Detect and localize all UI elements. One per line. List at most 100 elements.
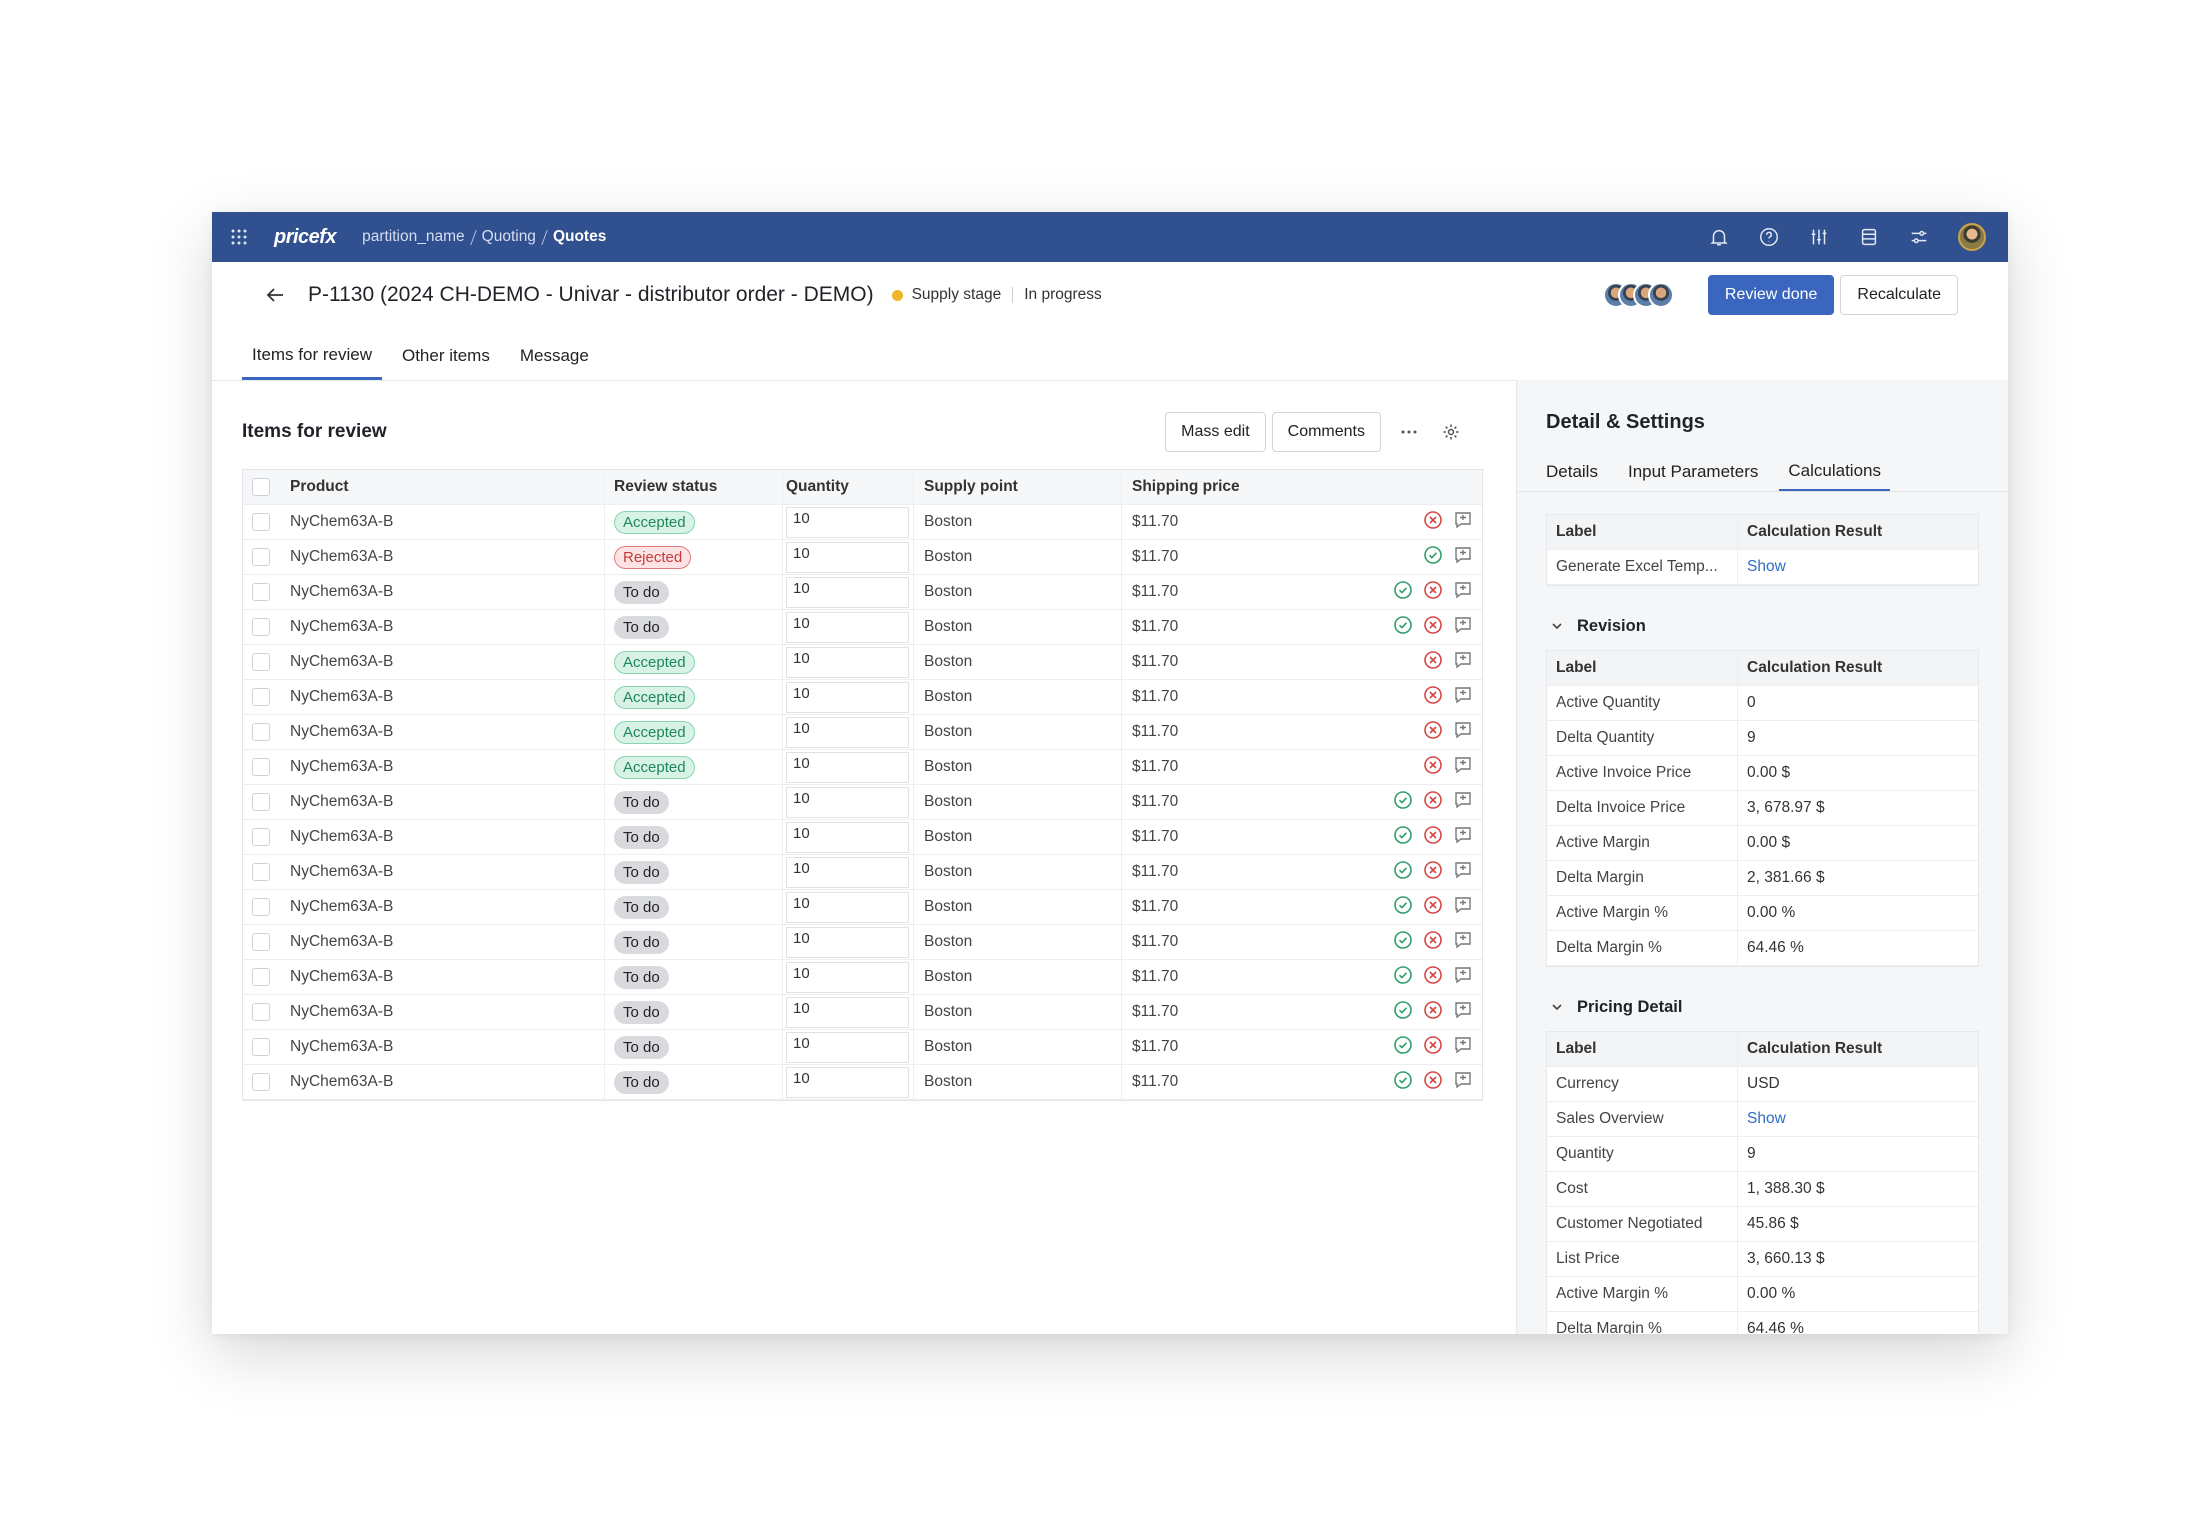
back-button[interactable] bbox=[264, 284, 286, 306]
comment-button[interactable] bbox=[1452, 754, 1474, 781]
section-header[interactable]: Revision bbox=[1546, 608, 1979, 644]
comment-button[interactable] bbox=[1452, 544, 1474, 571]
bell-icon[interactable] bbox=[1708, 226, 1730, 248]
quantity-input[interactable]: 10 bbox=[786, 751, 909, 783]
apps-icon[interactable] bbox=[231, 229, 247, 245]
reject-button[interactable] bbox=[1422, 789, 1444, 816]
comment-button[interactable] bbox=[1452, 824, 1474, 851]
breadcrumb-item[interactable]: partition_name bbox=[362, 228, 465, 245]
quantity-input[interactable]: 10 bbox=[786, 576, 909, 608]
checkbox[interactable] bbox=[252, 758, 270, 776]
checkbox[interactable] bbox=[252, 583, 270, 601]
mass-edit-button[interactable]: Mass edit bbox=[1165, 412, 1266, 452]
comment-button[interactable] bbox=[1452, 999, 1474, 1026]
section-header[interactable]: Pricing Detail bbox=[1546, 989, 1979, 1025]
quantity-input[interactable]: 10 bbox=[786, 821, 909, 853]
checkbox[interactable] bbox=[252, 688, 270, 706]
tab[interactable]: Other items bbox=[401, 346, 490, 365]
reject-button[interactable] bbox=[1422, 824, 1444, 851]
user-avatar[interactable] bbox=[1958, 223, 1986, 251]
comment-button[interactable] bbox=[1452, 964, 1474, 991]
quantity-input[interactable]: 10 bbox=[786, 541, 909, 573]
comment-button[interactable] bbox=[1452, 1034, 1474, 1061]
accept-button[interactable] bbox=[1392, 789, 1414, 816]
panel-tab[interactable]: Calculations bbox=[1779, 452, 1890, 492]
checkbox[interactable] bbox=[252, 933, 270, 951]
quantity-input[interactable]: 10 bbox=[786, 786, 909, 818]
reject-button[interactable] bbox=[1422, 894, 1444, 921]
help-icon[interactable] bbox=[1758, 226, 1780, 248]
comment-button[interactable] bbox=[1452, 719, 1474, 746]
reject-button[interactable] bbox=[1422, 579, 1444, 606]
breadcrumb-item[interactable]: Quotes bbox=[552, 228, 607, 245]
quantity-input[interactable]: 10 bbox=[786, 856, 909, 888]
quantity-input[interactable]: 10 bbox=[786, 1066, 909, 1098]
reject-button[interactable] bbox=[1422, 614, 1444, 641]
comment-button[interactable] bbox=[1452, 509, 1474, 536]
tab[interactable]: Items for review bbox=[242, 332, 382, 380]
quantity-input[interactable]: 10 bbox=[786, 716, 909, 748]
accept-button[interactable] bbox=[1392, 859, 1414, 886]
more-button[interactable] bbox=[1399, 422, 1419, 442]
checkbox[interactable] bbox=[252, 513, 270, 531]
checkbox[interactable] bbox=[252, 618, 270, 636]
reject-button[interactable] bbox=[1422, 929, 1444, 956]
accept-button[interactable] bbox=[1392, 824, 1414, 851]
comment-button[interactable] bbox=[1452, 649, 1474, 676]
comment-button[interactable] bbox=[1452, 1069, 1474, 1096]
panel-tab[interactable]: Input Parameters bbox=[1627, 462, 1759, 481]
reject-button[interactable] bbox=[1422, 964, 1444, 991]
settings-icon[interactable] bbox=[1908, 226, 1930, 248]
reject-button[interactable] bbox=[1422, 684, 1444, 711]
accept-button[interactable] bbox=[1392, 1069, 1414, 1096]
comment-button[interactable] bbox=[1452, 579, 1474, 606]
panel-tab[interactable]: Details bbox=[1546, 462, 1598, 481]
reject-button[interactable] bbox=[1422, 509, 1444, 536]
checkbox[interactable] bbox=[252, 1073, 270, 1091]
checkbox[interactable] bbox=[252, 723, 270, 741]
checkbox[interactable] bbox=[252, 828, 270, 846]
accept-button[interactable] bbox=[1392, 614, 1414, 641]
checkbox[interactable] bbox=[252, 548, 270, 566]
checkbox[interactable] bbox=[252, 863, 270, 881]
accept-button[interactable] bbox=[1392, 894, 1414, 921]
comment-button[interactable] bbox=[1452, 859, 1474, 886]
tab[interactable]: Message bbox=[519, 346, 589, 365]
checkbox[interactable] bbox=[252, 968, 270, 986]
reject-button[interactable] bbox=[1422, 1034, 1444, 1061]
accept-button[interactable] bbox=[1422, 544, 1444, 571]
comment-button[interactable] bbox=[1452, 614, 1474, 641]
quantity-input[interactable]: 10 bbox=[786, 891, 909, 923]
accept-button[interactable] bbox=[1392, 929, 1414, 956]
quantity-input[interactable]: 10 bbox=[786, 926, 909, 958]
reject-button[interactable] bbox=[1422, 1069, 1444, 1096]
accept-button[interactable] bbox=[1392, 964, 1414, 991]
accept-button[interactable] bbox=[1392, 579, 1414, 606]
reject-button[interactable] bbox=[1422, 999, 1444, 1026]
checkbox[interactable] bbox=[252, 898, 270, 916]
quantity-input[interactable]: 10 bbox=[786, 681, 909, 713]
quantity-input[interactable]: 10 bbox=[786, 1031, 909, 1063]
logo[interactable]: pricefx bbox=[274, 225, 337, 248]
quantity-input[interactable]: 10 bbox=[786, 506, 909, 538]
comment-button[interactable] bbox=[1452, 684, 1474, 711]
reject-button[interactable] bbox=[1422, 754, 1444, 781]
reject-button[interactable] bbox=[1422, 719, 1444, 746]
comment-button[interactable] bbox=[1452, 894, 1474, 921]
accept-button[interactable] bbox=[1392, 1034, 1414, 1061]
recalculate-button[interactable]: Recalculate bbox=[1840, 275, 1958, 315]
quantity-input[interactable]: 10 bbox=[786, 996, 909, 1028]
settings-button[interactable] bbox=[1441, 422, 1461, 442]
reject-button[interactable] bbox=[1422, 649, 1444, 676]
review-done-button[interactable]: Review done bbox=[1707, 275, 1835, 315]
comment-button[interactable] bbox=[1452, 929, 1474, 956]
result-link[interactable]: Show bbox=[1747, 558, 1786, 575]
comment-button[interactable] bbox=[1452, 789, 1474, 816]
checkbox[interactable] bbox=[252, 793, 270, 811]
database-icon[interactable] bbox=[1858, 226, 1880, 248]
checkbox[interactable] bbox=[252, 1003, 270, 1021]
checkbox[interactable] bbox=[252, 653, 270, 671]
quantity-input[interactable]: 10 bbox=[786, 961, 909, 993]
reject-button[interactable] bbox=[1422, 859, 1444, 886]
checkbox[interactable] bbox=[252, 478, 270, 496]
